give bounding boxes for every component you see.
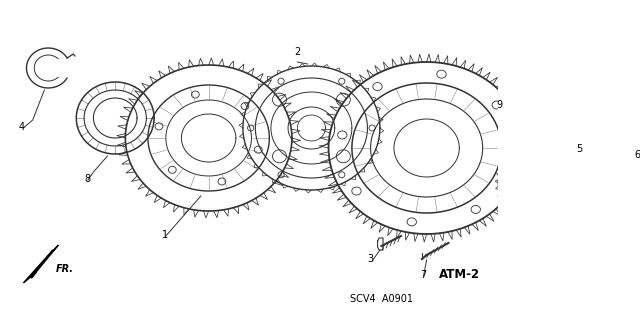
Text: 8: 8 (84, 174, 90, 184)
Text: 3: 3 (367, 254, 374, 264)
Text: 9: 9 (497, 100, 503, 110)
Polygon shape (23, 245, 58, 283)
Text: SCV4  A0901: SCV4 A0901 (350, 294, 413, 304)
Text: 4: 4 (19, 122, 25, 132)
Text: 1: 1 (162, 230, 168, 240)
Text: 2: 2 (294, 47, 301, 57)
Text: 6: 6 (634, 150, 640, 160)
Text: 5: 5 (576, 144, 582, 154)
Text: ATM-2: ATM-2 (439, 268, 480, 281)
Text: FR.: FR. (56, 264, 74, 274)
Text: 7: 7 (420, 270, 427, 280)
